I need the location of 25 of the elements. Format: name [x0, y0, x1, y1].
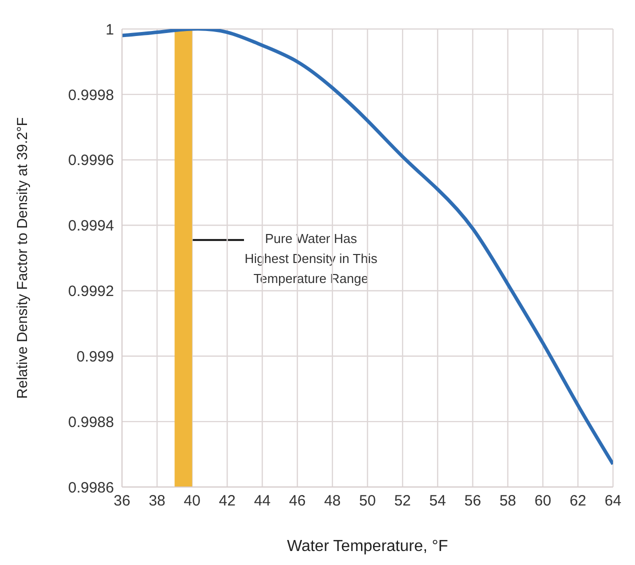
- x-tick-label: 52: [394, 492, 411, 510]
- x-tick-label: 50: [359, 492, 376, 510]
- x-tick-label: 38: [148, 492, 166, 510]
- y-tick-label: 0.999: [76, 348, 114, 366]
- x-tick-label: 46: [289, 492, 306, 510]
- x-tick-label: 40: [184, 492, 200, 510]
- y-tick-label: 1: [106, 21, 114, 38]
- x-axis-title: Water Temperature, °F: [286, 538, 448, 555]
- y-tick-label: 0.9994: [68, 218, 114, 235]
- x-tick-label: 56: [464, 492, 482, 510]
- x-tick-label: 44: [254, 492, 271, 510]
- y-axis-title: Relative Density Factor to Density at 39.2°F: [15, 117, 32, 399]
- x-tick-label: 58: [499, 492, 516, 510]
- x-tick-label: 42: [218, 492, 236, 510]
- x-tick-label: 64: [604, 492, 622, 510]
- y-tick-label: 0.9996: [68, 152, 114, 170]
- x-tick-label: 60: [534, 492, 552, 510]
- x-tick-label: 54: [429, 492, 446, 510]
- x-tick-label: 48: [324, 492, 341, 510]
- y-tick-label: 0.9992: [68, 283, 114, 300]
- x-tick-label: 62: [570, 492, 586, 510]
- y-tick-label: 0.9988: [68, 414, 114, 431]
- x-tick-label: 36: [114, 492, 130, 510]
- y-tick-label: 0.9998: [68, 86, 114, 104]
- y-tick-label: 0.9986: [68, 479, 114, 496]
